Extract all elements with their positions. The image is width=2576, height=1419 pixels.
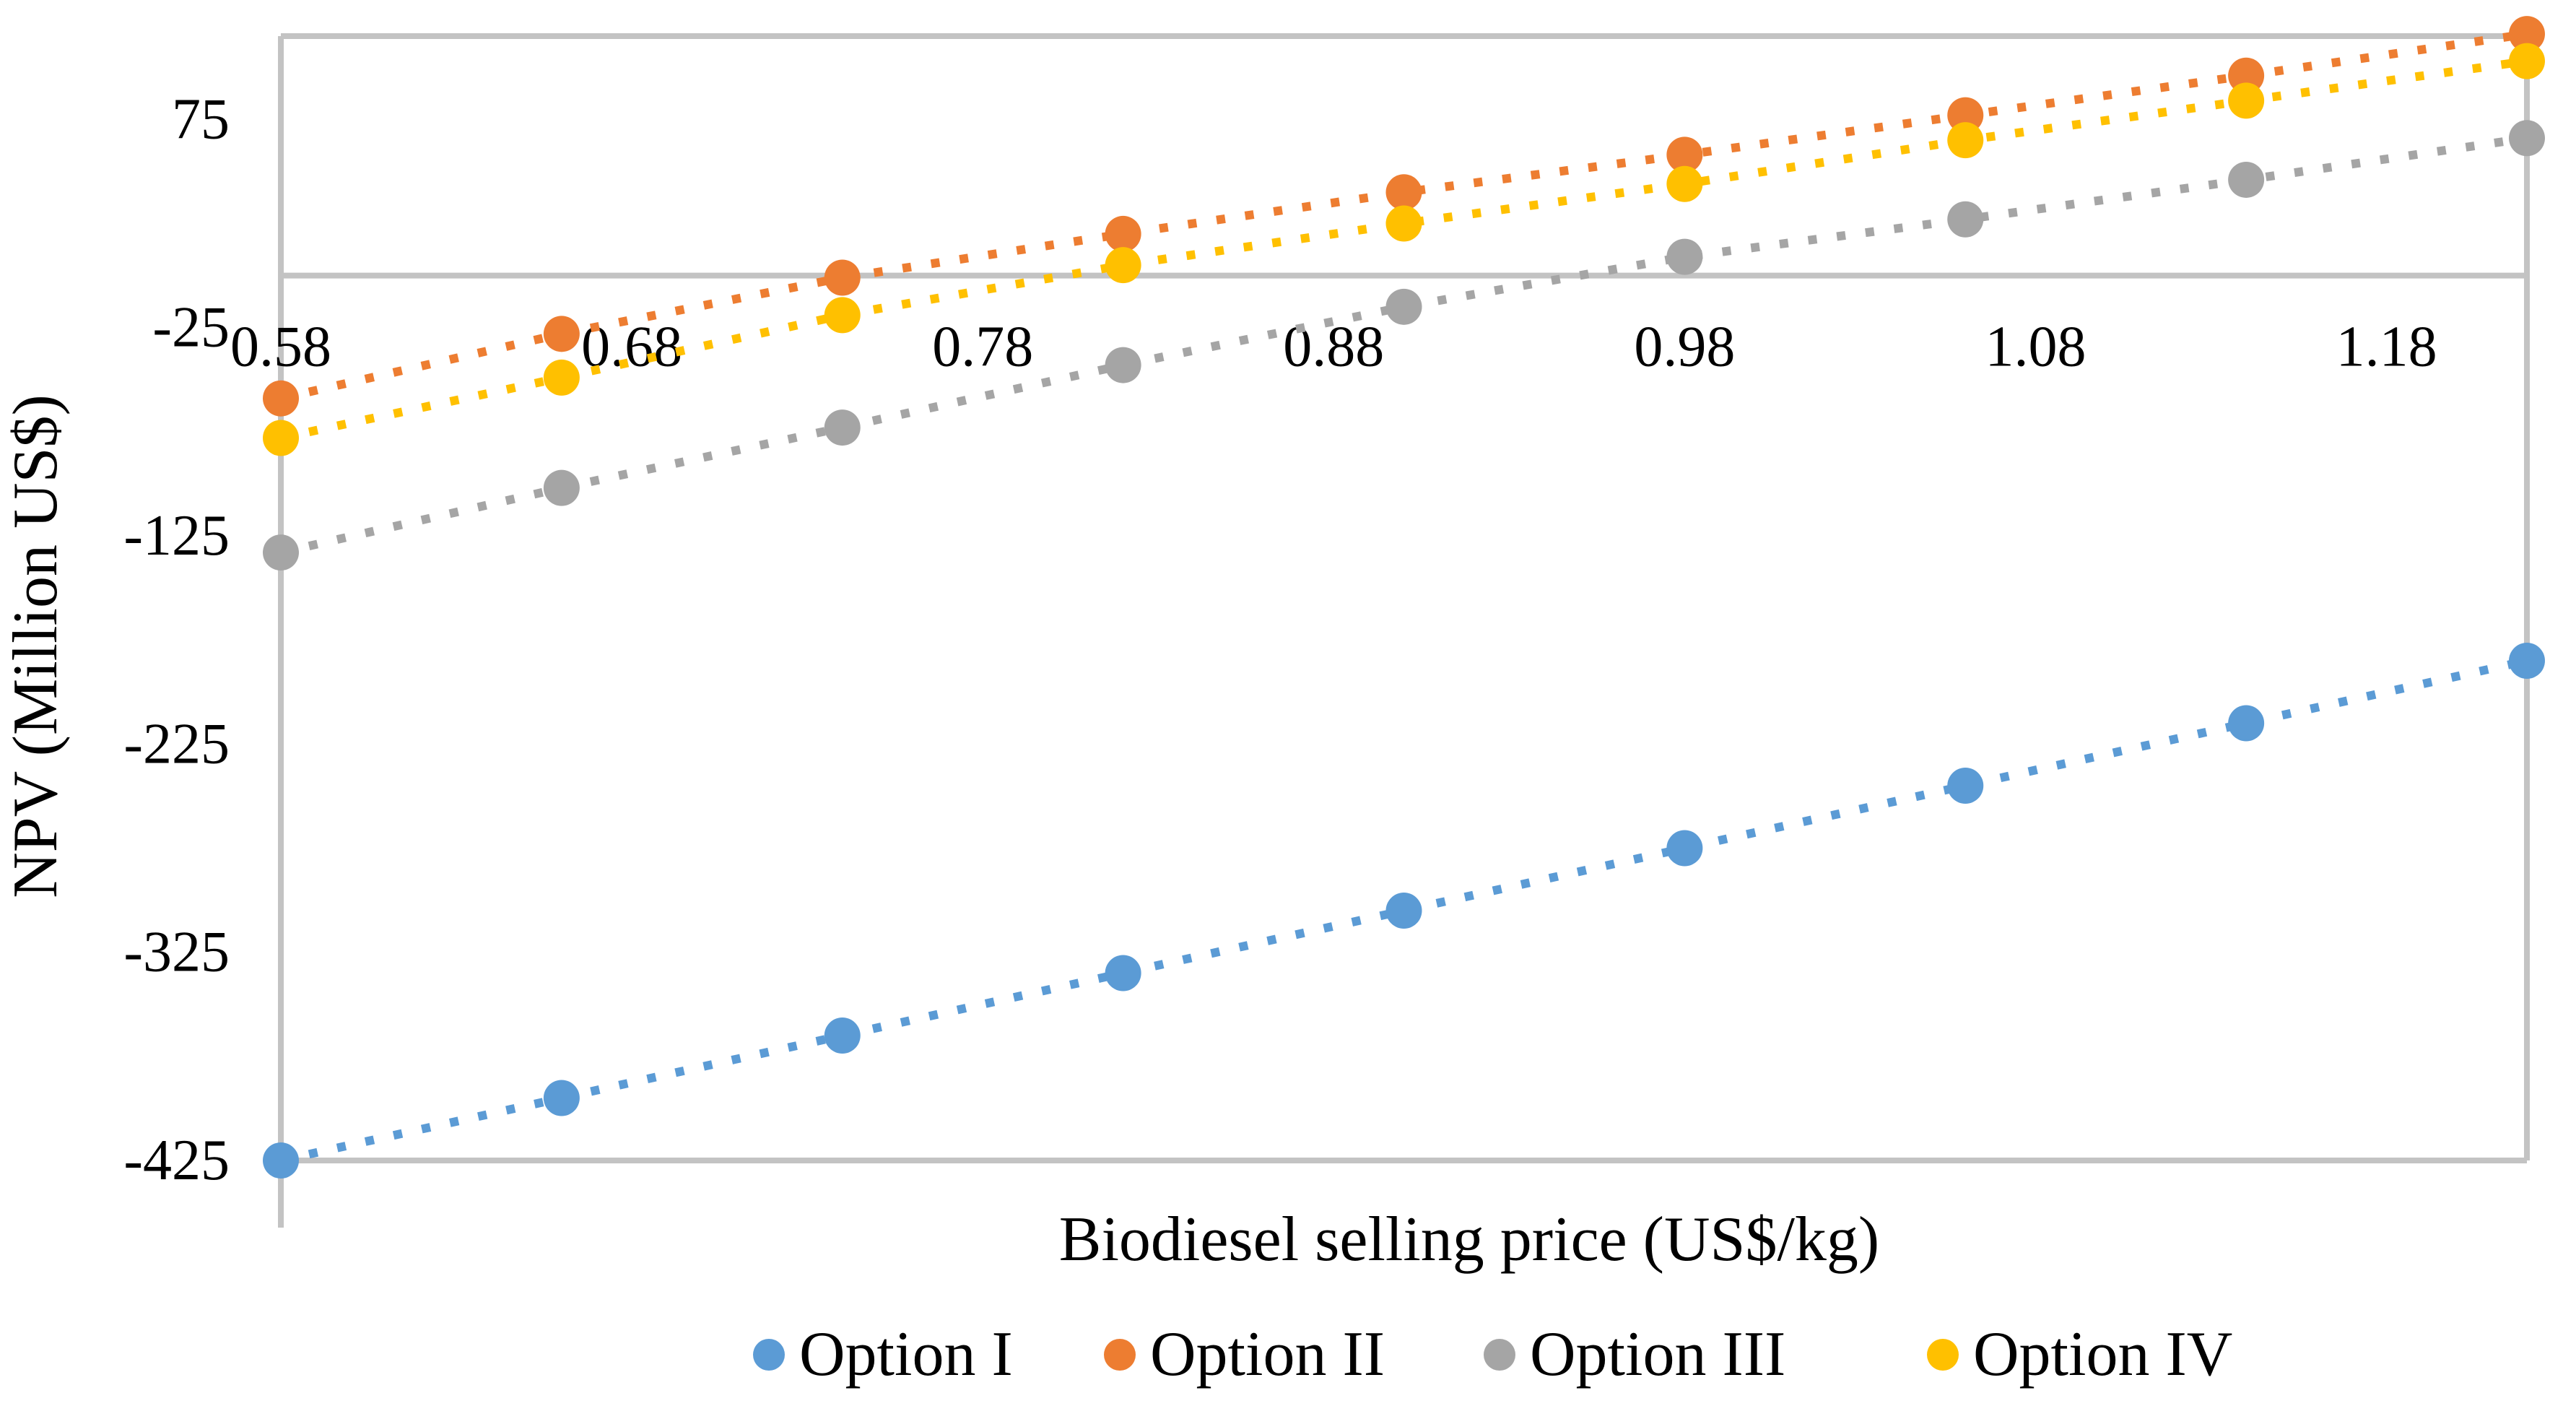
data-point-marker — [2509, 120, 2545, 157]
x-tick-label: 0.58 — [230, 316, 331, 379]
data-point-marker — [543, 316, 580, 352]
data-point-marker — [1666, 238, 1703, 275]
legend-item-option-iii: Option III — [1484, 1319, 1785, 1391]
data-point-marker — [824, 297, 861, 334]
series-option-i — [263, 643, 2545, 1179]
plot-border — [278, 33, 2530, 1228]
data-point-marker — [1666, 165, 1703, 202]
data-point-marker — [1666, 136, 1703, 173]
x-tick-label: 1.08 — [1985, 316, 2086, 379]
data-point-marker — [1947, 97, 1984, 134]
option-i-marker-icon — [753, 1339, 785, 1371]
y-axis-title: NPV (Million US$) — [1, 394, 71, 898]
data-point-marker — [1666, 830, 1703, 867]
data-point-marker — [1105, 247, 1141, 284]
series-line — [279, 56, 2528, 443]
legend-label: Option IV — [1973, 1319, 2233, 1389]
data-point-marker — [2228, 57, 2265, 94]
data-point-marker — [263, 1142, 299, 1179]
data-point-marker — [1947, 768, 1984, 804]
data-point-marker — [1105, 955, 1141, 991]
chart-legend: Option I Option II Option III Option IV — [0, 1319, 2576, 1398]
option-ii-marker-icon — [1104, 1339, 1136, 1371]
data-point-marker — [1385, 288, 1422, 325]
data-point-marker — [1385, 174, 1422, 211]
data-point-marker — [1947, 122, 1984, 159]
data-point-marker — [1385, 893, 1422, 929]
data-point-marker — [1947, 201, 1984, 238]
y-tick-label: -425 — [123, 1129, 230, 1192]
legend-label: Option III — [1530, 1319, 1786, 1389]
x-axis-title: Biodiesel selling price (US$/kg) — [1059, 1205, 1879, 1275]
series-line — [279, 656, 2528, 1165]
legend-item-option-i: Option I — [753, 1319, 1013, 1391]
data-point-marker — [2228, 161, 2265, 198]
y-tick-label: -125 — [123, 504, 230, 568]
y-tick-label: -25 — [152, 296, 230, 360]
y-axis-tick-labels: 75 -25 -125 -225 -325 -425 — [123, 87, 230, 1192]
data-point-marker — [824, 1017, 861, 1054]
data-point-marker — [263, 420, 299, 456]
series-line — [279, 134, 2528, 557]
data-point-marker — [1385, 205, 1422, 242]
x-axis-tick-labels: 0.58 0.68 0.78 0.88 0.98 1.08 1.18 — [230, 316, 2437, 379]
x-tick-label: 0.98 — [1634, 316, 1735, 379]
y-tick-label: -325 — [123, 921, 230, 984]
series-line — [279, 30, 2528, 403]
data-point-marker — [824, 409, 861, 446]
data-point-marker — [1105, 347, 1141, 383]
data-point-marker — [2509, 16, 2545, 53]
data-point-marker — [2509, 43, 2545, 79]
data-point-marker — [263, 534, 299, 571]
legend-item-option-iv: Option IV — [1927, 1319, 2232, 1391]
x-tick-label: 0.78 — [932, 316, 1033, 379]
series-option-ii — [263, 16, 2545, 417]
option-iv-marker-icon — [1927, 1339, 1959, 1371]
legend-item-option-ii: Option II — [1104, 1319, 1385, 1391]
data-point-marker — [543, 469, 580, 506]
series-option-iii — [263, 120, 2545, 571]
series-option-iv — [263, 43, 2545, 456]
data-point-marker — [2228, 82, 2265, 119]
data-point-marker — [1105, 215, 1141, 252]
data-point-marker — [543, 1080, 580, 1116]
series-layer — [263, 16, 2545, 1179]
data-point-marker — [824, 259, 861, 296]
legend-label: Option I — [799, 1319, 1013, 1389]
data-point-marker — [263, 380, 299, 417]
x-tick-label: 1.18 — [2336, 316, 2437, 379]
y-tick-label: 75 — [172, 87, 230, 151]
option-iii-marker-icon — [1484, 1339, 1515, 1371]
legend-label: Option II — [1150, 1319, 1385, 1389]
y-tick-label: -225 — [123, 712, 230, 776]
data-point-marker — [2228, 705, 2265, 742]
data-point-marker — [2509, 643, 2545, 679]
data-point-marker — [543, 359, 580, 396]
